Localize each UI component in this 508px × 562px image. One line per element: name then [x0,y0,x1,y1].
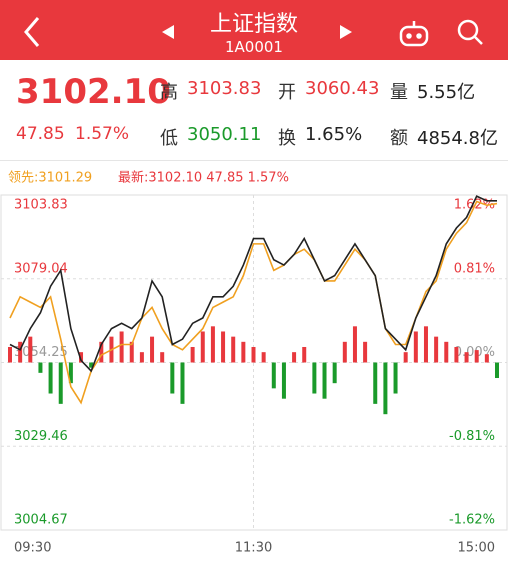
bar [251,346,256,363]
price-line [9,195,497,373]
x-tick-label: 15:00 [458,541,495,556]
y-tick-label: 3029.46 [14,429,68,444]
bar [38,362,43,373]
bar [210,326,215,363]
bar [18,341,23,363]
bar [160,352,165,363]
field-label: 额 [390,128,408,149]
y-tick-label: 3004.67 [14,513,68,528]
y-tick-label: 3103.83 [14,198,68,213]
search-button[interactable] [457,19,483,45]
legend-leading: 领先:3101.29 [8,171,92,186]
bar [281,362,286,399]
back-button[interactable] [24,17,40,47]
field-label: 低 [160,128,178,149]
bar [221,331,226,363]
bar [495,362,499,379]
bar [8,346,12,363]
field-value: 4854.8亿 [417,128,498,149]
bar [200,331,205,363]
code: 1A0001 [225,38,283,56]
field-value: 3060.43 [305,78,380,99]
y2-tick-label: -0.81% [449,429,495,444]
bar [150,336,155,363]
bar [423,326,428,363]
bar [79,352,84,363]
bar [139,352,144,363]
bar [89,362,94,368]
y2-tick-label: -1.62% [449,513,495,528]
bar [434,336,439,363]
bar [312,362,317,394]
field-label: 量 [390,82,408,103]
bar [413,331,418,363]
bar [363,341,368,363]
bar [180,362,185,404]
next-button[interactable] [340,25,352,39]
field-value: 1.65% [305,124,363,145]
x-tick-label: 09:30 [14,541,51,556]
legend-latest: 最新:3102.10 47.85 1.57% [118,170,289,186]
bar [403,352,408,363]
bar [373,362,378,404]
bar [352,326,357,363]
prev-button[interactable] [162,25,174,39]
y-tick-label: 3054.25 [14,345,68,360]
bar [474,350,479,363]
bar [231,336,236,363]
field-value: 5.55亿 [417,82,476,103]
bar [99,341,104,363]
bar [48,362,53,394]
bar [119,331,124,363]
bar [261,352,266,363]
robot-button[interactable] [399,21,429,47]
field-value: 3103.83 [187,78,262,99]
bar [302,346,307,363]
bar [322,362,327,399]
bar [383,362,388,415]
bar [28,336,33,363]
field-label: 高 [160,82,178,103]
y2-tick-label: 0.81% [454,261,495,276]
header: 上证指数 1A0001 [0,0,508,60]
divider [0,160,508,161]
bar [444,341,449,363]
bar [393,362,398,394]
bar [241,341,246,363]
bar [332,362,337,384]
field-label: 开 [278,82,296,103]
chart: 领先:3101.29 最新:3102.10 47.85 1.57% 3004.6… [0,170,508,556]
bar [292,352,297,363]
price: 3102.10 [16,72,171,112]
y2-tick-label: 0.00% [454,345,495,360]
change: 47.85 [16,124,65,144]
bar [464,352,469,363]
bar [454,346,459,363]
header-icons [24,17,483,47]
bar [129,341,134,363]
y-tick-label: 3079.04 [14,261,68,276]
x-tick-label: 11:30 [235,541,272,556]
bar [190,346,195,363]
change-pct: 1.57% [75,124,130,144]
field-label: 换 [278,128,296,149]
bar [484,354,489,363]
bar [68,362,73,384]
field-value: 3050.11 [187,124,262,145]
bar [170,362,175,394]
bar [271,362,276,389]
bar [342,341,347,363]
title: 上证指数 [209,12,298,37]
bar [58,362,63,404]
